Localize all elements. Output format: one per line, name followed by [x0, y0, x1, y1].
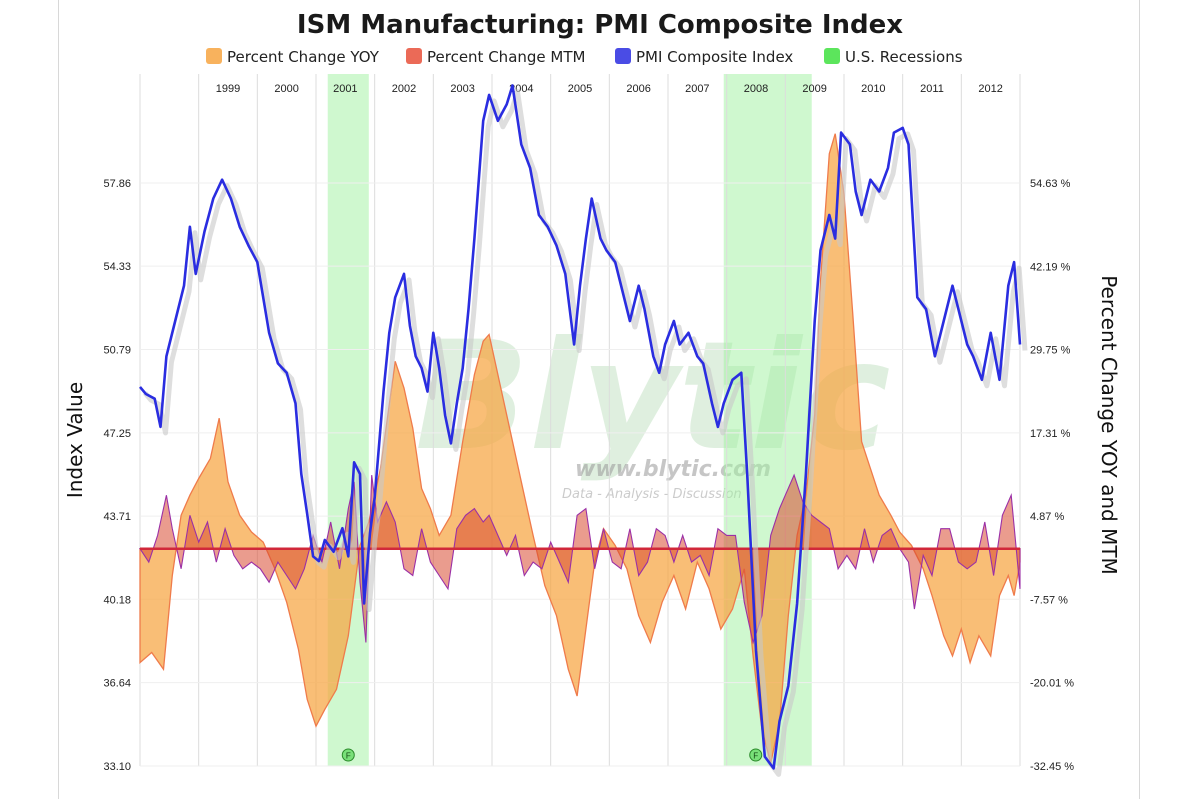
right-axis-ticks: 54.63 % 42.19 % 29.75 % 17.31 % 4.87 % -7.57 …: [1030, 178, 1074, 773]
recession-marker-label: F: [753, 752, 758, 761]
y-axis-right-title: Percent Change YOY and MTM: [1097, 275, 1121, 575]
legend-label: U.S. Recessions: [845, 48, 963, 66]
legend-swatch: [824, 48, 840, 64]
left-tick-label: 43.71: [103, 511, 131, 523]
year-label: 2005: [568, 83, 592, 95]
left-tick-label: 33.10: [103, 761, 131, 773]
mtm-area-layer: [138, 473, 1021, 645]
left-tick-label: 40.18: [103, 594, 131, 606]
left-tick-label: 50.79: [103, 344, 131, 356]
series-pmi-line: [139, 84, 1022, 770]
watermark-tagline: Data - Analysis - Discussion: [562, 487, 742, 502]
year-label: 1999: [216, 83, 240, 95]
year-label: 2002: [392, 83, 416, 95]
year-label: 2009: [802, 83, 826, 95]
chart-title: ISM Manufacturing: PMI Composite Index: [297, 10, 903, 40]
right-tick-label: 54.63 %: [1030, 178, 1071, 190]
right-tick-label: -7.57 %: [1030, 594, 1068, 606]
recession-marker[interactable]: [341, 748, 355, 762]
legend-swatch: [206, 48, 222, 64]
left-tick-label: 57.86: [103, 178, 131, 190]
legend-item[interactable]: PMI Composite Index: [615, 48, 793, 66]
left-tick-label: 47.25: [103, 428, 131, 440]
year-label: 2011: [920, 83, 944, 95]
legend-label: PMI Composite Index: [636, 48, 793, 66]
legend-item[interactable]: U.S. Recessions: [824, 48, 963, 66]
yoy-area-layer: [139, 133, 1021, 764]
legend-swatch: [615, 48, 631, 64]
legend-item[interactable]: Percent Change YOY: [206, 48, 380, 66]
legend-label: Percent Change YOY: [227, 48, 380, 66]
recession-marker-label: F: [346, 752, 351, 761]
y-axis-left-title: Index Value: [63, 382, 87, 498]
year-label: 2006: [626, 83, 650, 95]
legend: Percent Change YOY Percent Change MTM PMI …: [206, 48, 963, 66]
series-yoy-area: [139, 133, 1021, 764]
right-tick-label: -20.01 %: [1030, 678, 1074, 690]
right-tick-label: 29.75 %: [1030, 345, 1071, 357]
legend-swatch: [406, 48, 422, 64]
left-axis-ticks: 57.86 54.33 50.79 47.25 43.71 40.18 36.64 33.10: [103, 178, 131, 773]
year-label: 2001: [333, 83, 357, 95]
year-label: 2012: [978, 83, 1002, 95]
year-label: 2003: [450, 83, 474, 95]
right-tick-label: -32.45 %: [1030, 761, 1074, 773]
left-tick-label: 54.33: [103, 261, 131, 273]
year-label: 2007: [685, 83, 709, 95]
series-pmi-shadow: [143, 89, 1028, 777]
right-tick-label: 42.19 %: [1030, 261, 1071, 273]
pmi-line-layer: [139, 84, 1028, 777]
year-labels: 1999 2000 2001 2002 2003 2004 2005 2006 2007 2008…: [216, 83, 1003, 95]
year-label: 2008: [744, 83, 768, 95]
right-tick-label: 4.87 %: [1030, 511, 1064, 523]
left-tick-label: 36.64: [103, 678, 131, 690]
series-mtm-area: [138, 473, 1021, 645]
right-tick-label: 17.31 %: [1030, 428, 1071, 440]
recession-marker[interactable]: [749, 748, 763, 762]
legend-item[interactable]: Percent Change MTM: [406, 48, 585, 66]
legend-label: Percent Change MTM: [427, 48, 585, 66]
year-label: 2000: [274, 83, 298, 95]
year-label: 2010: [861, 83, 885, 95]
